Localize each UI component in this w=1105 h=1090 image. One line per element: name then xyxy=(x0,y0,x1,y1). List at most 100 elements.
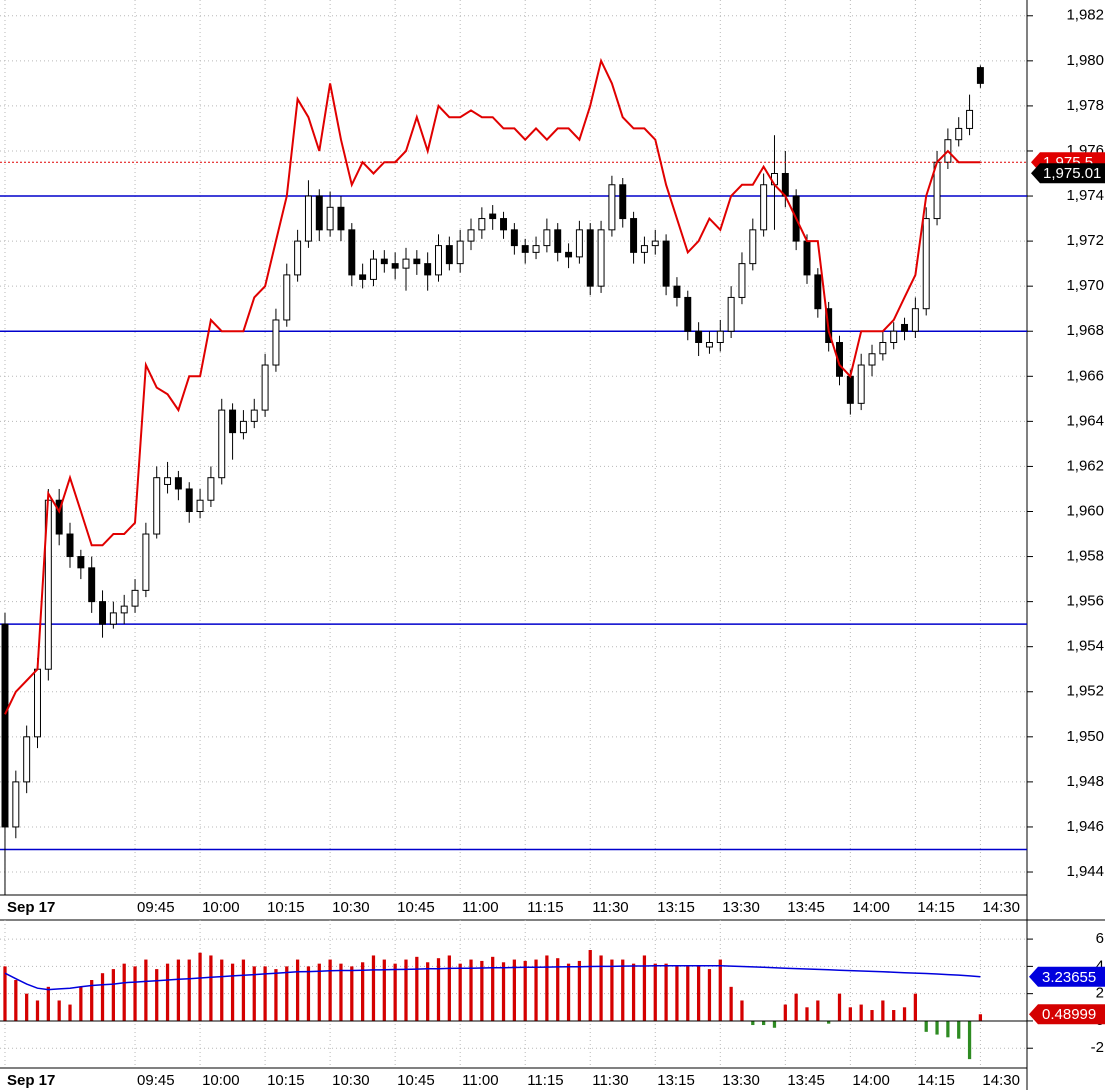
candle-body xyxy=(229,409,237,434)
y-tick-label: 1,970 xyxy=(1066,277,1104,294)
y-tick-label: 1,946 xyxy=(1066,818,1104,835)
value-tag xyxy=(1029,1004,1105,1025)
candle-body xyxy=(23,736,31,783)
bar xyxy=(512,959,516,1021)
bar xyxy=(556,958,560,1021)
candle-body xyxy=(955,127,963,141)
bar xyxy=(675,966,679,1021)
y-tick-label: 1,944 xyxy=(1066,863,1104,880)
candle-body xyxy=(120,605,128,614)
candle-body xyxy=(424,263,432,276)
candle-body xyxy=(868,353,876,366)
candle-body xyxy=(521,245,529,253)
candle-body xyxy=(294,240,302,276)
candle-body xyxy=(890,330,898,343)
x-tick-label: 13:45 xyxy=(787,899,825,916)
bar xyxy=(415,956,419,1021)
bar xyxy=(523,960,527,1021)
candle-body xyxy=(630,218,638,253)
candle-body xyxy=(185,488,193,512)
bar xyxy=(902,1007,907,1021)
bar xyxy=(848,1007,852,1021)
bar xyxy=(350,966,354,1021)
bar xyxy=(295,959,300,1021)
x-tick-label: 13:15 xyxy=(657,1072,695,1089)
x-tick-label: 11:15 xyxy=(527,1072,563,1089)
candle-body xyxy=(966,109,974,129)
candle-body xyxy=(164,477,172,485)
bar xyxy=(631,963,636,1021)
candle-body xyxy=(380,258,388,265)
bar xyxy=(252,966,256,1021)
candle-body xyxy=(77,556,85,569)
bar xyxy=(165,963,170,1021)
x-tick-label: 11:00 xyxy=(462,1072,498,1089)
bar xyxy=(426,962,430,1021)
candle-body xyxy=(250,409,258,422)
y-tick-label: 1,948 xyxy=(1066,773,1104,790)
candle-body xyxy=(814,274,822,310)
bar xyxy=(79,986,83,1021)
candle-body xyxy=(369,258,377,280)
bar xyxy=(870,1010,874,1021)
candle-body xyxy=(575,229,583,258)
bar xyxy=(935,1020,939,1035)
candle-body xyxy=(456,240,464,265)
bar xyxy=(545,955,549,1021)
bar xyxy=(881,1000,885,1021)
bar xyxy=(133,966,137,1021)
candle-body xyxy=(976,67,984,84)
candle-body xyxy=(283,274,291,321)
candle-body xyxy=(218,409,226,479)
bar xyxy=(892,1010,896,1021)
y-tick-label: -2 xyxy=(1091,1039,1104,1056)
bar xyxy=(621,959,625,1021)
x-tick-label: 09:45 xyxy=(137,1072,175,1089)
bar xyxy=(783,1004,787,1021)
x-tick-label: 14:15 xyxy=(917,1072,955,1089)
bar xyxy=(155,969,159,1021)
x-tick-label: 13:30 xyxy=(722,899,760,916)
x-tick-label: 14:15 xyxy=(917,899,955,916)
bar xyxy=(274,969,278,1021)
y-tick-label: 1,980 xyxy=(1066,52,1104,69)
x-tick-label: 10:30 xyxy=(332,1072,370,1089)
bar xyxy=(122,963,126,1021)
bar xyxy=(729,986,733,1021)
bar xyxy=(707,969,712,1021)
bar xyxy=(686,966,690,1021)
bar xyxy=(588,950,592,1021)
x-tick-label: 10:15 xyxy=(267,1072,305,1089)
bar xyxy=(718,959,722,1021)
y-tick-label: 1,950 xyxy=(1066,728,1104,745)
x-tick-label: 09:45 xyxy=(137,899,175,916)
x-tick-label: 10:30 xyxy=(332,899,370,916)
x-tick-label: 11:15 xyxy=(527,899,563,916)
y-tick-label: 1,962 xyxy=(1066,457,1104,474)
x-tick-label: 14:00 xyxy=(852,899,890,916)
bar xyxy=(382,959,386,1021)
candle-body xyxy=(142,533,150,591)
candle-body xyxy=(55,499,63,535)
candle-body xyxy=(532,245,540,253)
candle-body xyxy=(836,341,843,377)
candle-body xyxy=(304,195,312,242)
bar xyxy=(176,959,181,1021)
x-tick-label: 13:15 xyxy=(657,899,695,916)
candle-body xyxy=(34,668,41,738)
x-tick-label: 10:00 xyxy=(202,899,240,916)
candle-body xyxy=(88,567,96,603)
bar xyxy=(859,1004,863,1021)
candle-body xyxy=(586,229,594,287)
bar xyxy=(740,1000,744,1021)
bar xyxy=(913,993,917,1021)
bar xyxy=(946,1020,950,1038)
candle-body xyxy=(554,229,562,253)
x-tick-label: 10:45 xyxy=(397,1072,435,1089)
bar xyxy=(924,1020,928,1032)
bar xyxy=(100,973,105,1021)
candle-body xyxy=(695,330,703,343)
bar xyxy=(696,966,701,1021)
bar xyxy=(534,959,538,1021)
x-tick-label: 14:30 xyxy=(982,1072,1020,1089)
